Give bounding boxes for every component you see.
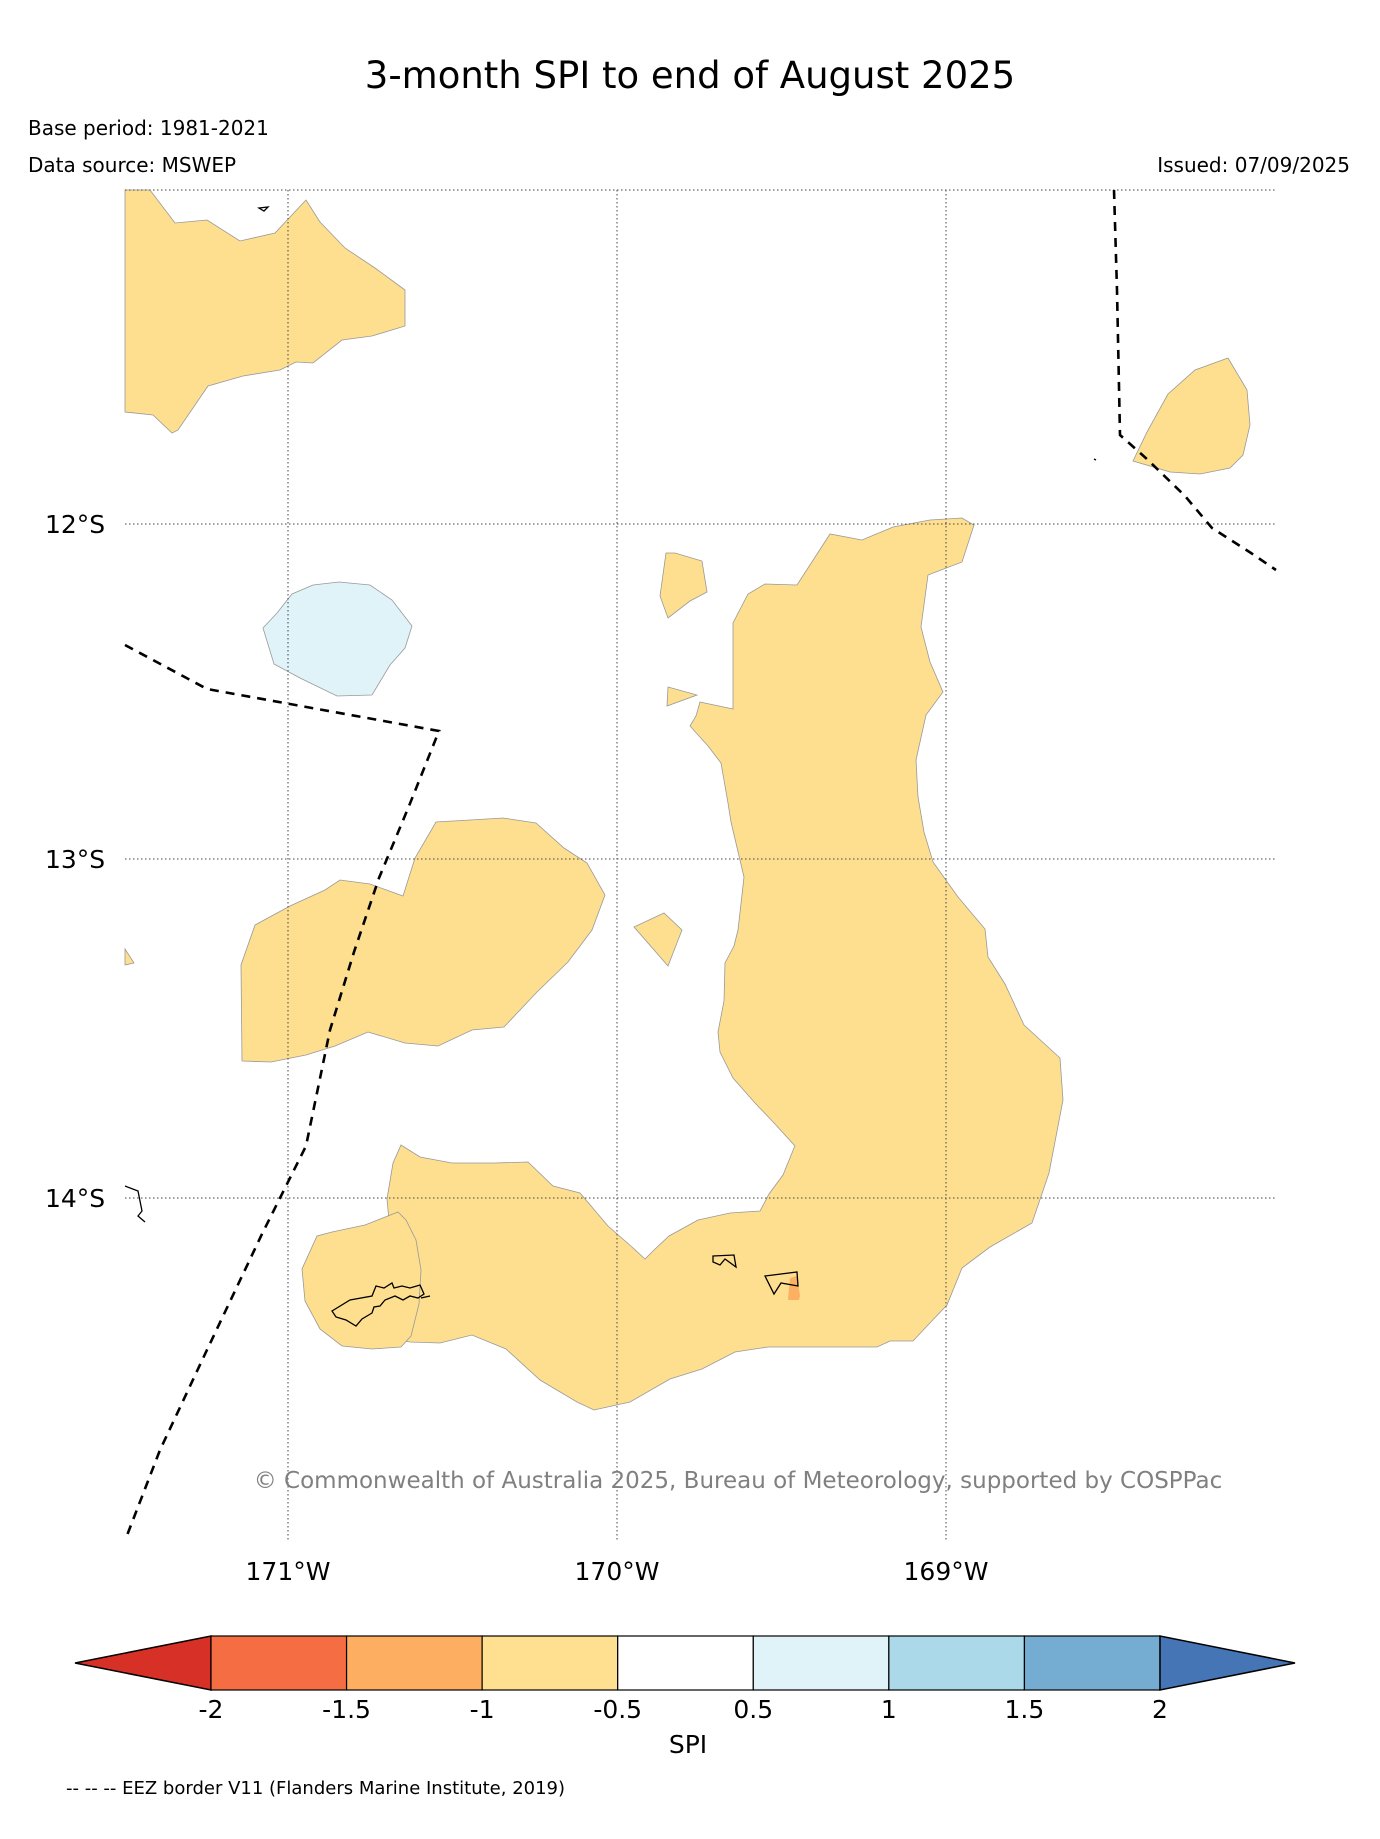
eez-border-northeast — [1112, 189, 1277, 572]
coastline-tutuila-tail — [420, 1295, 431, 1299]
colorbar-tick-label: -0.5 — [593, 1695, 642, 1724]
colorbar-tick-label: 0.5 — [733, 1695, 773, 1724]
coastline-swains-dot — [1093, 458, 1097, 461]
region-wet-center — [262, 581, 413, 697]
spi-regions — [124, 189, 1251, 1411]
region-dry-small-2 — [666, 686, 699, 707]
lon-label-170w: 170°W — [575, 1557, 660, 1586]
lon-label-171w: 171°W — [246, 1557, 331, 1586]
region-dry-east-main — [386, 517, 1064, 1411]
colorbar-tick-label: -1 — [470, 1695, 495, 1724]
issued-date-label: Issued: 07/09/2025 — [1157, 153, 1350, 177]
region-dry-northeast — [1132, 357, 1251, 475]
region-dry-tutuila-east-island — [301, 1211, 422, 1350]
coastline-tutuila — [331, 1282, 425, 1327]
coastline-tau — [764, 1271, 799, 1296]
colorbar-label: SPI — [669, 1730, 707, 1759]
region-dry-small-3 — [633, 912, 683, 967]
coastline-west-edge — [124, 1185, 146, 1223]
lat-label-13s: 13°S — [45, 845, 105, 874]
lat-label-14s: 14°S — [45, 1184, 105, 1213]
coastlines — [124, 206, 1097, 1327]
map-title: 3-month SPI to end of August 2025 — [364, 54, 1016, 97]
data-source-label: Data source: MSWEP — [28, 153, 237, 177]
eez-border-note: -- -- -- EEZ border V11 (Flanders Marine… — [66, 1778, 566, 1799]
region-dry-small-1 — [659, 552, 708, 619]
coastline-tiny-north — [257, 206, 270, 212]
lon-label-169w: 169°W — [904, 1557, 989, 1586]
base-period-label: Base period: 1981-2021 — [28, 116, 269, 140]
colorbar-tick-label: -2 — [199, 1695, 224, 1724]
lat-label-12s: 12°S — [45, 510, 105, 539]
region-dry-west-edge — [124, 947, 135, 966]
colorbar-tick-label: -1.5 — [322, 1695, 371, 1724]
region-dry-northwest — [124, 189, 406, 434]
coastline-ofu-olosega — [712, 1254, 737, 1269]
spi-map: © Commonwealth of Australia 2025, Bureau… — [45, 189, 1277, 1586]
colorbar-tick-label: 2 — [1152, 1695, 1168, 1724]
colorbar-tick-label: 1 — [881, 1695, 897, 1724]
graticule — [125, 189, 1275, 1540]
region-dry-tutuila-west — [240, 817, 606, 1063]
colorbar-tick-label: 1.5 — [1005, 1695, 1045, 1724]
colorbar-ticks: -2 -1.5 -1 -0.5 0.5 1 1.5 2 — [199, 1695, 1168, 1724]
eez-borders — [124, 189, 1277, 1539]
copyright-notice: © Commonwealth of Australia 2025, Bureau… — [254, 1468, 1223, 1494]
region-very-dry-spot — [788, 1276, 800, 1300]
eez-border-west — [124, 643, 441, 1539]
